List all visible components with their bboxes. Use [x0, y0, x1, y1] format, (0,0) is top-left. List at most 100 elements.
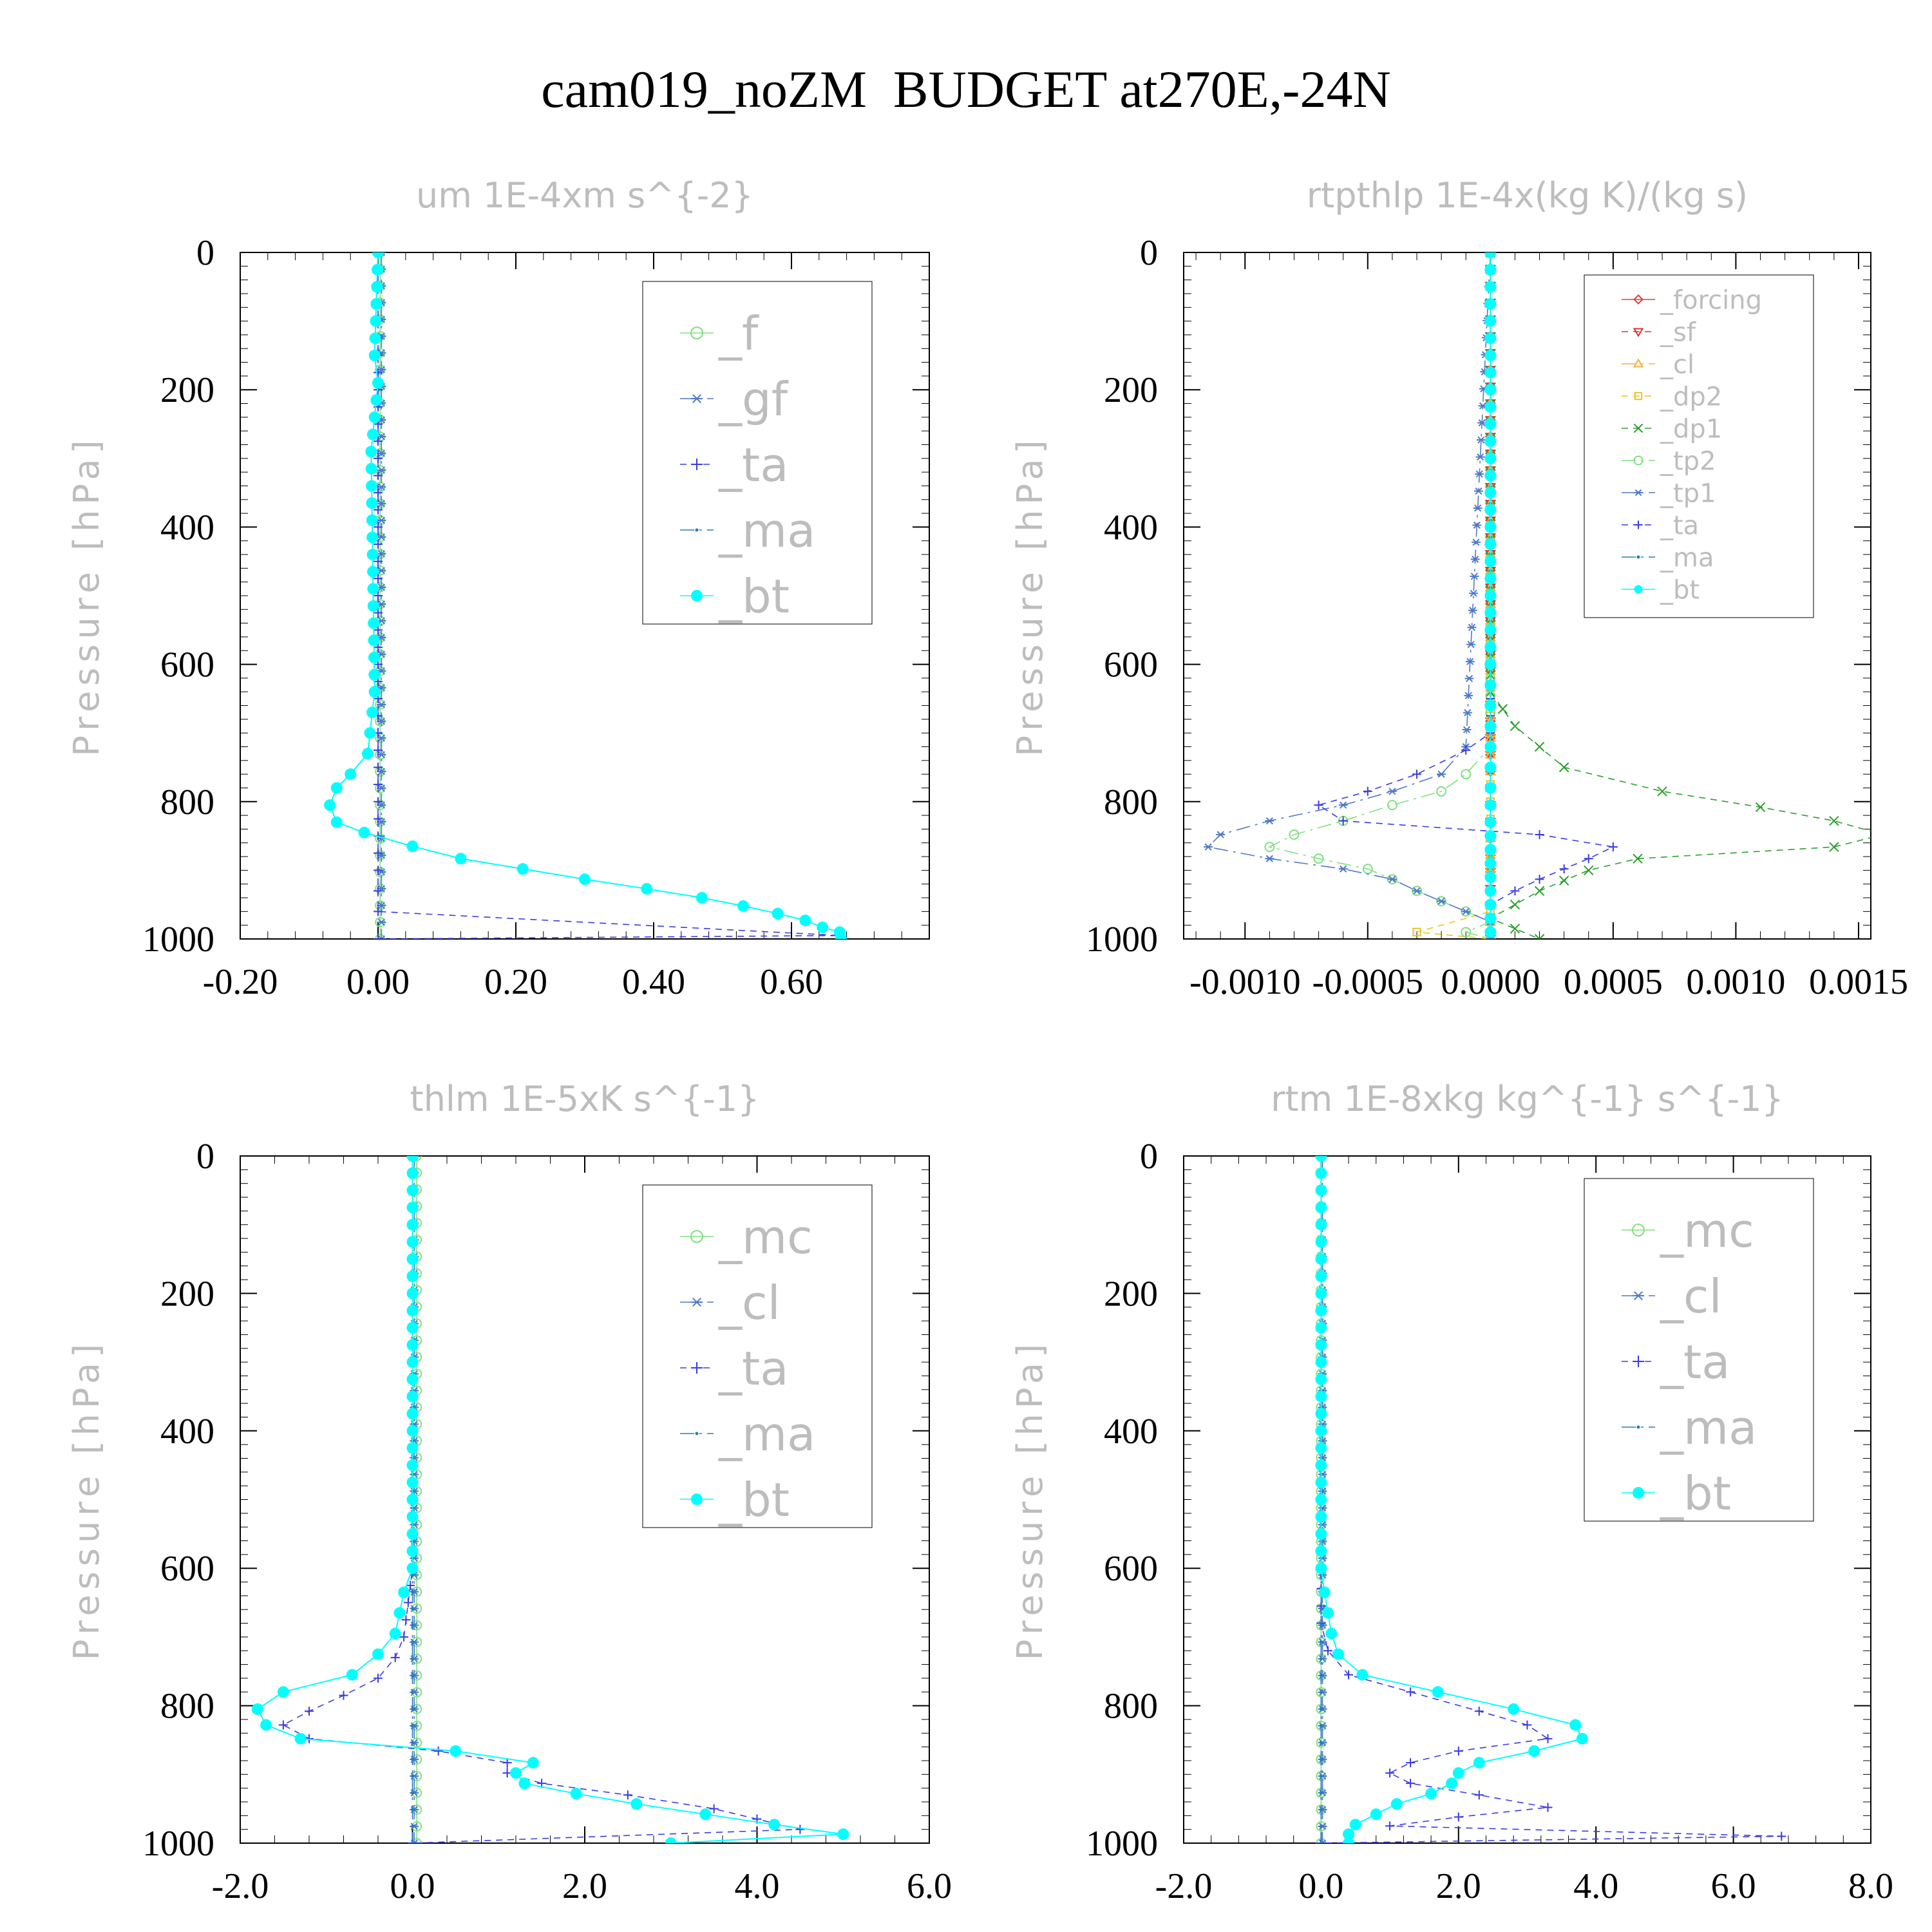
subplot-title: rtm 1E-8xkg kg^{-1} s^{-1} — [1271, 1079, 1784, 1119]
legend-label: _bt — [1660, 1466, 1731, 1520]
marker-square — [1412, 927, 1421, 936]
marker-filled-dot — [1484, 782, 1497, 794]
marker-filled-dot — [1484, 913, 1497, 925]
marker-star — [377, 466, 386, 474]
marker-filled-dot — [1484, 699, 1497, 712]
y-tick-label: 0 — [1140, 1137, 1158, 1177]
marker-plus — [1535, 829, 1544, 839]
marker-star — [1463, 708, 1472, 717]
marker-filled-dot — [1484, 555, 1497, 567]
marker-filled-dot — [696, 892, 708, 904]
legend-label: _ta — [718, 438, 788, 492]
marker-filled-dot — [1484, 857, 1497, 869]
marker-filled-dot — [1473, 1757, 1485, 1769]
subplot-title: thlm 1E-5xK s^{-1} — [410, 1079, 760, 1119]
marker-filled-dot — [366, 706, 379, 719]
marker-filled-dot — [1315, 1545, 1327, 1557]
marker-filled-dot — [406, 1305, 419, 1317]
marker-cross — [1534, 934, 1545, 939]
marker-star — [377, 433, 386, 440]
marker-filled-dot — [1484, 332, 1497, 345]
marker-star — [1633, 1291, 1644, 1301]
marker-plus — [1543, 1734, 1553, 1743]
marker-filled-dot — [1484, 298, 1497, 310]
marker-star — [1476, 436, 1486, 444]
marker-filled-dot — [1452, 1767, 1464, 1779]
marker-filled-dot — [1315, 1218, 1327, 1231]
marker-plus — [1314, 800, 1323, 810]
y-tick-label: 0 — [196, 1137, 214, 1177]
marker-filled-dot — [406, 1476, 419, 1488]
marker-dot — [1319, 1774, 1323, 1778]
marker-filled-dot — [1315, 1528, 1327, 1540]
marker-filled-dot — [389, 1627, 401, 1640]
marker-circle — [1461, 927, 1472, 938]
y-tick-label: 600 — [160, 645, 214, 685]
marker-plus — [1385, 1768, 1395, 1778]
marker-filled-dot — [368, 634, 380, 647]
y-tick-label: 400 — [160, 507, 214, 547]
marker-circle — [1264, 842, 1275, 853]
marker-filled-dot — [406, 1528, 419, 1540]
marker-star — [377, 734, 386, 742]
marker-filled-dot — [366, 549, 379, 561]
x-tick-label: 0.0000 — [1441, 962, 1540, 1002]
marker-filled-dot — [1484, 366, 1497, 379]
marker-filled-dot — [1484, 898, 1497, 911]
marker-dot — [1319, 1724, 1323, 1728]
marker-filled-dot — [510, 1767, 522, 1779]
marker-filled-dot — [406, 1442, 419, 1454]
marker-filled-dot — [1318, 1586, 1331, 1598]
marker-dot — [411, 1657, 414, 1661]
marker-plus — [374, 797, 383, 806]
marker-plus — [1559, 864, 1569, 874]
y-axis-label: Pressure [hPa] — [1010, 435, 1050, 756]
page-title: cam019_noZM BUDGET at270E,-24N — [541, 60, 1391, 118]
marker-filled-dot — [817, 921, 829, 933]
marker-filled-dot — [455, 853, 467, 865]
marker-plus — [374, 625, 383, 635]
marker-filled-dot — [398, 1586, 410, 1598]
legend-label: _ma — [718, 1407, 815, 1461]
marker-filled-dot — [665, 1837, 677, 1843]
marker-star — [1387, 788, 1397, 795]
marker-filled-dot — [358, 826, 370, 838]
marker-filled-dot — [1315, 1184, 1327, 1197]
x-tick-label: 0.20 — [484, 962, 547, 1002]
marker-filled-dot — [406, 1218, 419, 1231]
y-axis-label: Pressure [hPa] — [66, 1339, 107, 1660]
marker-filled-dot — [450, 1745, 462, 1757]
marker-filled-dot — [1484, 871, 1497, 884]
marker-filled-dot — [406, 1373, 419, 1385]
marker-filled-dot — [1315, 1321, 1327, 1334]
marker-filled-dot — [1484, 830, 1497, 842]
y-tick-label: 400 — [1104, 507, 1158, 547]
marker-filled-dot — [1484, 281, 1497, 293]
marker-dot — [411, 1841, 414, 1843]
marker-filled-dot — [1484, 624, 1497, 636]
y-tick-label: 800 — [160, 782, 214, 822]
x-tick-label: 2.0 — [562, 1866, 607, 1906]
chart-panel-4: rtm 1E-8xkg kg^{-1} s^{-1} Pressure [hPa]… — [1010, 1079, 1893, 1906]
marker-plus — [1406, 1687, 1416, 1697]
marker-filled-dot — [1528, 1745, 1540, 1757]
marker-circle — [412, 1838, 422, 1843]
marker-filled-dot — [579, 873, 591, 886]
marker-filled-dot — [372, 263, 384, 276]
series-group — [1315, 1156, 1786, 1843]
marker-plus — [1461, 745, 1471, 755]
marker-filled-dot — [1315, 1270, 1327, 1282]
y-tick-label: 800 — [160, 1687, 214, 1727]
marker-filled-dot — [1315, 1493, 1327, 1506]
marker-dot — [1636, 1425, 1640, 1429]
marker-star — [377, 918, 386, 926]
marker-filled-dot — [367, 600, 379, 612]
marker-filled-dot — [1484, 401, 1497, 413]
marker-plus — [390, 1653, 400, 1662]
x-tick-label: 6.0 — [1711, 1866, 1756, 1906]
marker-filled-dot — [1484, 573, 1497, 585]
marker-plus — [1454, 1747, 1463, 1756]
marker-filled-dot — [1508, 1703, 1520, 1715]
marker-dot — [411, 1690, 414, 1694]
marker-filled-dot — [366, 565, 379, 578]
